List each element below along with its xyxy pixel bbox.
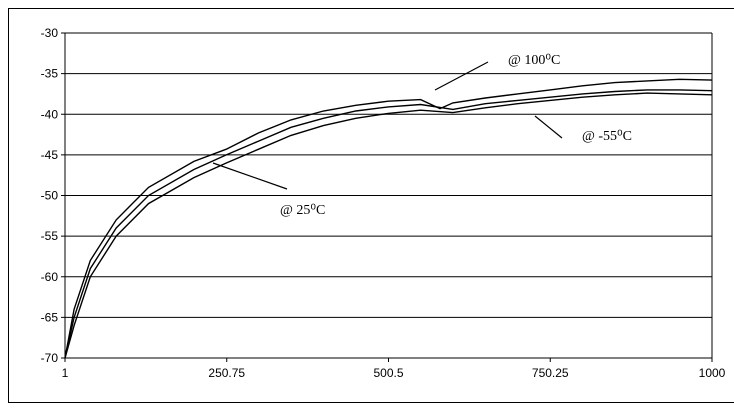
y-tick-label: -35 — [41, 67, 59, 81]
annotation-label-a100: @ 100⁰C — [508, 53, 560, 68]
x-tick-label: 250.75 — [208, 366, 245, 380]
annotations: @ 100⁰C @ 25⁰C @ -55⁰C — [212, 53, 632, 218]
y-tick-label: -70 — [41, 351, 59, 365]
y-tick-label: -45 — [41, 148, 59, 162]
series-line-2 — [64, 92, 713, 359]
y-tick-label: -65 — [41, 310, 59, 324]
y-tick-label: -60 — [41, 270, 59, 284]
y-tick-label: -40 — [41, 107, 59, 121]
annotation-leader-a25 — [212, 162, 288, 190]
x-tick-label: 750.25 — [532, 366, 569, 380]
y-tick-label: -55 — [41, 229, 59, 243]
series-lines — [64, 78, 713, 359]
x-tick-label: 1 — [62, 366, 69, 380]
y-tick-label: -50 — [41, 189, 59, 203]
grid-lines — [61, 32, 713, 362]
annotation-label-a55: @ -55⁰C — [582, 129, 632, 144]
x-tick-label: 1000 — [699, 366, 726, 380]
annotation-leader-a55 — [534, 115, 563, 139]
y-tick-label: -30 — [41, 26, 59, 40]
series-line-1 — [64, 89, 713, 359]
series-line-0 — [64, 78, 713, 359]
y-axis-tick-labels: -30 -35 -40 -45 -50 -55 -60 -65 -70 — [41, 26, 59, 365]
annotation-leader-a100 — [434, 61, 489, 91]
x-axis-tick-labels: 1 250.75 500.5 750.25 1000 — [62, 366, 726, 380]
x-tick-label: 500.5 — [373, 366, 403, 380]
annotation-label-a25: @ 25⁰C — [280, 203, 325, 218]
